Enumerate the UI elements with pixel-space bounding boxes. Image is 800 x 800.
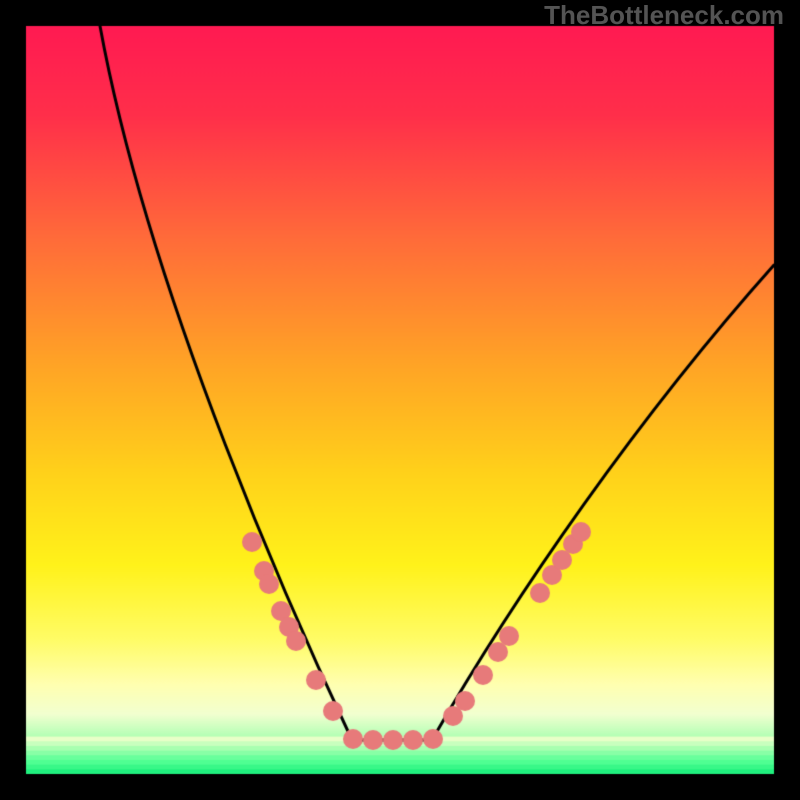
chart-stage: TheBottleneck.com xyxy=(0,0,800,800)
watermark-text: TheBottleneck.com xyxy=(544,0,784,31)
chart-canvas xyxy=(0,0,800,800)
